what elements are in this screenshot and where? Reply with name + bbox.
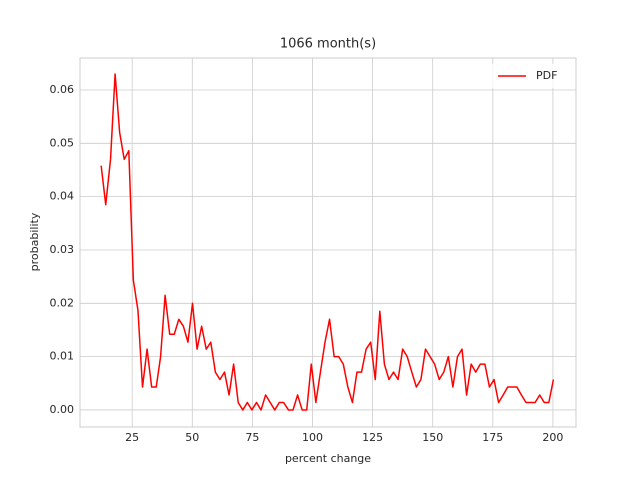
y-tick-label: 0.05 <box>50 136 75 149</box>
x-tick-label: 150 <box>422 431 443 444</box>
y-tick-label: 0.04 <box>50 190 75 203</box>
y-tick-label: 0.03 <box>50 243 75 256</box>
plot-frame <box>79 57 577 428</box>
x-tick-label: 200 <box>542 431 563 444</box>
x-tick-label: 175 <box>482 431 503 444</box>
y-tick-label: 0.06 <box>50 83 75 96</box>
x-tick-label: 125 <box>362 431 383 444</box>
x-tick-label: 100 <box>302 431 323 444</box>
chart-title: 1066 month(s) <box>280 37 376 52</box>
y-axis-label: probability <box>28 212 41 271</box>
x-tick-label: 50 <box>185 431 199 444</box>
x-axis-label: percent change <box>285 452 371 465</box>
y-tick-label: 0.00 <box>50 403 75 416</box>
y-tick-label: 0.01 <box>50 350 75 363</box>
legend-label: PDF <box>536 69 557 82</box>
x-tick-label: 75 <box>245 431 259 444</box>
y-tick-label: 0.02 <box>50 296 75 309</box>
data-line <box>100 73 555 411</box>
x-tick-label: 25 <box>125 431 139 444</box>
